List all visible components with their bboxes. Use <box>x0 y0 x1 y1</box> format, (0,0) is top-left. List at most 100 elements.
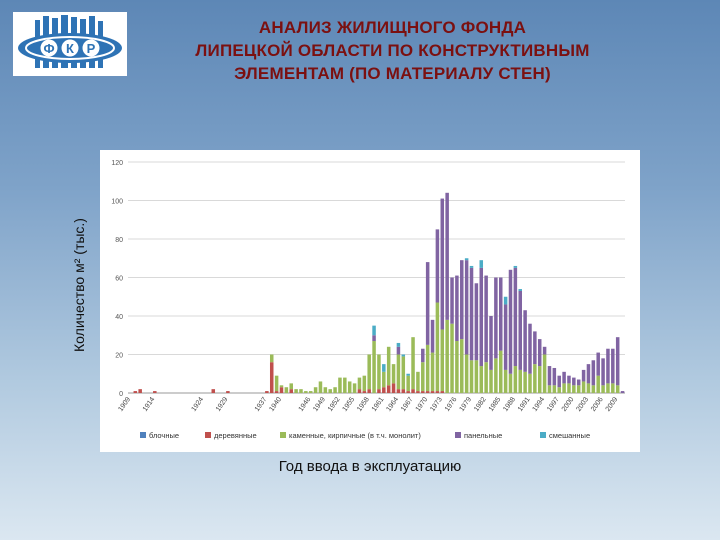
bar-segment <box>513 265 518 268</box>
legend-label: блочные <box>149 431 179 440</box>
bar-segment <box>450 277 454 324</box>
bar-segment <box>367 354 371 390</box>
bar-segment <box>557 375 561 388</box>
bar-segment <box>362 375 367 392</box>
legend-swatch <box>540 432 546 438</box>
bar-segment <box>377 389 381 393</box>
bar-segment <box>133 391 138 393</box>
x-tick-label: 1967 <box>400 396 415 413</box>
bar-segment <box>338 377 342 393</box>
bar-segment <box>474 283 479 361</box>
bar-segment <box>450 323 454 393</box>
bar-segment <box>308 391 313 393</box>
y-tick-label: 100 <box>111 199 123 206</box>
bar-segment <box>430 352 435 392</box>
bar-segment <box>523 371 527 393</box>
bar-segment <box>576 385 581 393</box>
bar-segment <box>620 391 625 393</box>
bar-segment <box>498 277 503 351</box>
bar-segment <box>445 192 449 320</box>
bar-segment <box>464 260 469 355</box>
bar-segment <box>396 346 401 355</box>
bar-segment <box>367 389 371 393</box>
bar-segment <box>226 391 230 393</box>
bar-segment <box>586 364 591 384</box>
x-tick-label: 1946 <box>298 396 313 413</box>
bar-segment <box>435 391 440 393</box>
bar-segment <box>611 383 615 393</box>
bar-segment <box>552 385 557 393</box>
bar-segment <box>284 387 289 393</box>
bar-segment <box>572 385 576 393</box>
bar-segment <box>386 346 391 386</box>
x-tick-label: 1924 <box>190 396 205 413</box>
bar-segment <box>372 325 376 336</box>
x-tick-label: 1952 <box>327 396 342 413</box>
bar-segment <box>557 387 561 393</box>
bar-segment <box>494 358 498 393</box>
logo-letter: К <box>66 41 74 56</box>
bar-segment <box>460 260 464 340</box>
bar-segment <box>484 362 488 393</box>
bar-segment <box>421 362 425 392</box>
bar-segment <box>294 389 298 393</box>
title-line: АНАЛИЗ ЖИЛИЩНОГО ФОНДА <box>258 18 527 37</box>
x-tick-label: 1940 <box>268 396 283 413</box>
y-tick-label: 40 <box>115 314 123 321</box>
bar-segment <box>537 366 542 393</box>
bar-segment <box>567 375 571 384</box>
legend-swatch <box>455 432 461 438</box>
bar-segment <box>552 367 557 386</box>
bar-segment <box>421 391 425 393</box>
bar-segment <box>513 366 518 393</box>
bar-segment <box>533 364 537 393</box>
legend-swatch <box>205 432 211 438</box>
bar-segment <box>572 377 576 386</box>
bar-segment <box>357 377 362 390</box>
bar-segment <box>464 258 469 261</box>
bar-segment <box>396 342 401 347</box>
bar-segment <box>518 289 522 291</box>
bar-segment <box>406 375 410 392</box>
bar-segment <box>601 385 605 393</box>
bar-segment <box>489 369 493 393</box>
bar-segment <box>304 391 308 393</box>
bar-segment <box>440 391 445 393</box>
bar-segment <box>425 262 430 345</box>
bar-segment <box>523 310 527 372</box>
title-line: ЭЛЕМЕНТАМ (ПО МАТЕРИАЛУ СТЕН) <box>234 64 551 83</box>
y-tick-label: 0 <box>119 391 123 398</box>
title-line: ЛИПЕЦКОЙ ОБЛАСТИ ПО КОНСТРУКТИВНЫМ <box>195 41 590 60</box>
legend-label: деревянные <box>214 431 257 440</box>
bar-segment <box>372 335 376 342</box>
bar-segment <box>562 383 566 393</box>
chart-panel: 0 20 40 60 80 100 120 1909 1914 1924 1929 1937 1940 1… <box>100 150 640 452</box>
bar-segment <box>425 391 430 393</box>
bar-segment <box>440 329 445 392</box>
x-tick-label: 1914 <box>142 396 157 413</box>
bar-segment <box>464 354 469 393</box>
bar-segment <box>533 331 537 365</box>
bar-segment <box>508 373 513 393</box>
y-tick-label: 120 <box>111 160 123 167</box>
bar-segment <box>513 267 518 367</box>
stacked-bar-chart: 0 20 40 60 80 100 120 1909 1914 1924 1929 1937 1940 1… <box>111 160 625 440</box>
x-tick-label: 1988 <box>502 396 517 413</box>
bar-segment <box>484 275 488 363</box>
x-tick-label: 1949 <box>312 396 327 413</box>
legend-label: смешанные <box>549 431 590 440</box>
bar-segment <box>406 391 410 393</box>
x-tick-label: 1958 <box>356 396 371 413</box>
legend-swatch <box>140 432 146 438</box>
bar-segment <box>455 341 459 393</box>
bar-segment <box>377 354 381 390</box>
bar-segment <box>153 391 157 393</box>
bar-segment <box>357 389 362 393</box>
bar-segment <box>411 337 415 390</box>
bar-segment <box>581 381 586 393</box>
bar-segment <box>460 339 464 393</box>
bar-segment <box>494 277 498 359</box>
bar-segment <box>425 344 430 392</box>
bar-segment <box>440 198 445 330</box>
bar-segment <box>537 339 542 367</box>
